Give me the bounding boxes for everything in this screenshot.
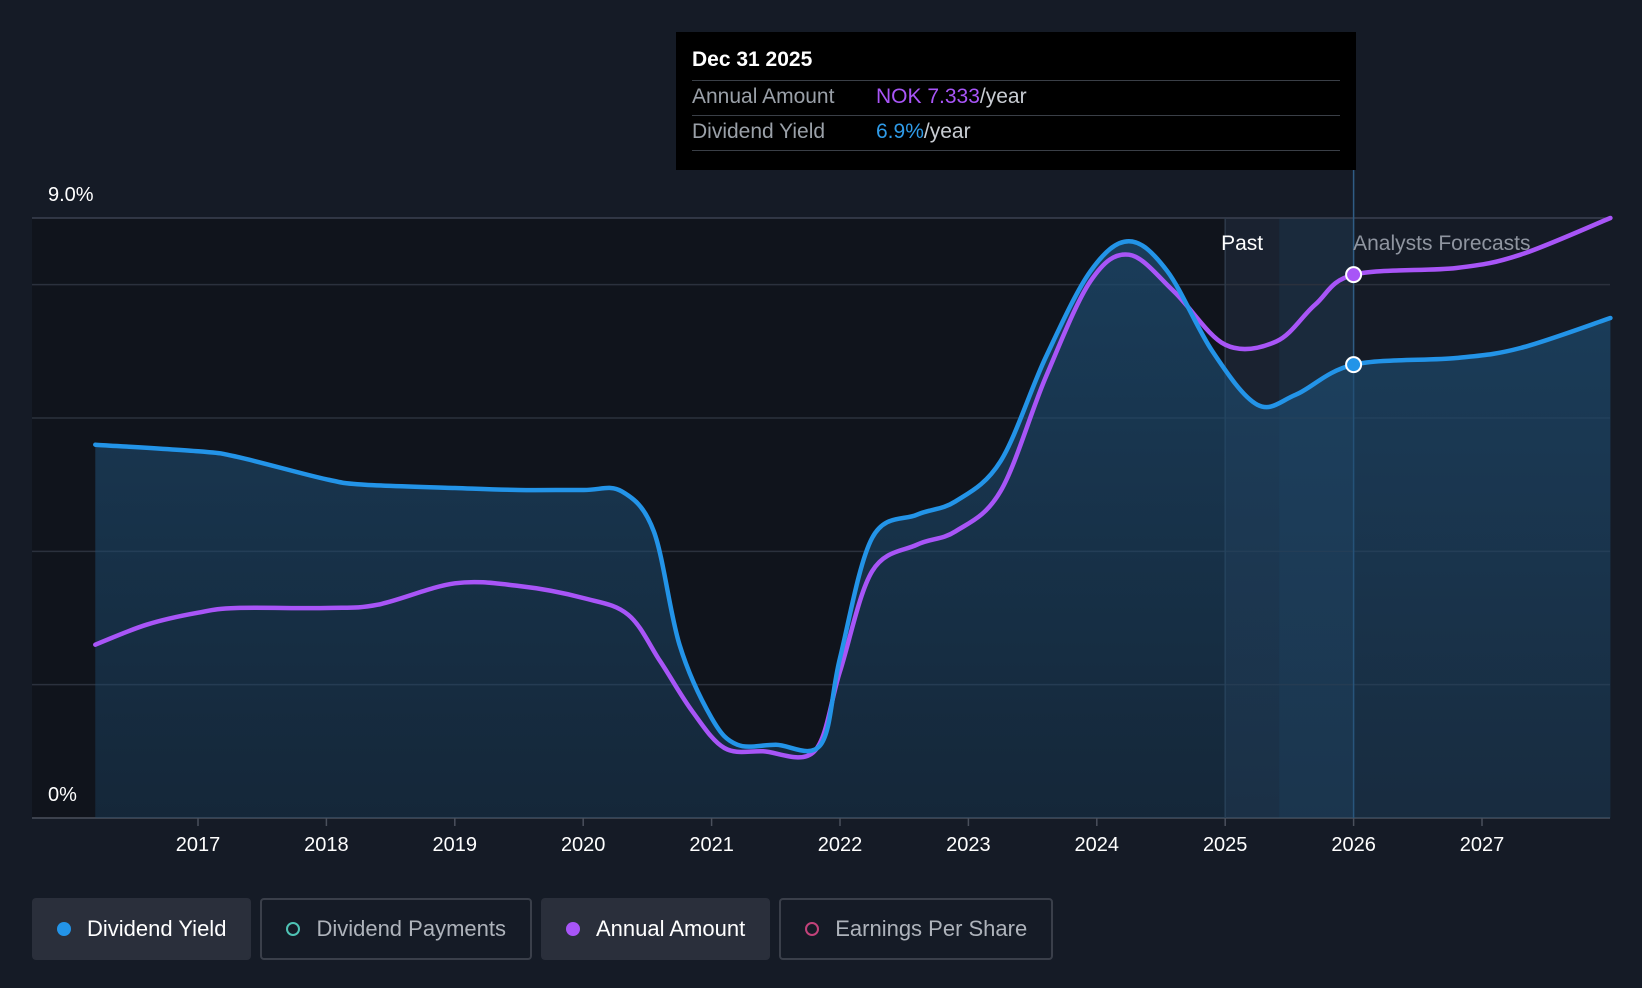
tooltip-date: Dec 31 2025 bbox=[692, 48, 813, 71]
x-tick-label: 2023 bbox=[946, 834, 991, 856]
legend-dividend-payments[interactable]: Dividend Payments bbox=[260, 898, 532, 960]
dividend-payments-ring-icon bbox=[286, 922, 301, 936]
x-tick-label: 2017 bbox=[176, 834, 221, 856]
legend-label: Dividend Yield bbox=[87, 916, 227, 941]
legend-earnings-per-share[interactable]: Earnings Per Share bbox=[779, 898, 1054, 960]
x-tick-label: 2020 bbox=[561, 834, 606, 856]
x-tick-label: 2019 bbox=[433, 834, 478, 856]
chart-legend: Dividend Yield Dividend Payments Annual … bbox=[32, 898, 1054, 960]
tooltip-unit: /year bbox=[923, 120, 971, 143]
annual-amount-line bbox=[93, 215, 1613, 760]
tooltip-label: Dividend Yield bbox=[692, 120, 826, 143]
x-tick-label: 2025 bbox=[1203, 834, 1248, 856]
tooltip-label: Annual Amount bbox=[692, 85, 835, 108]
dividend-yield-marker bbox=[1345, 356, 1363, 374]
legend-label: Earnings Per Share bbox=[835, 916, 1028, 941]
legend-dividend-yield[interactable]: Dividend Yield bbox=[32, 898, 252, 960]
annual-amount-dot-icon bbox=[565, 922, 580, 936]
x-tick-label: 2018 bbox=[304, 834, 349, 856]
tooltip-unit: /year bbox=[979, 85, 1027, 108]
legend-annual-amount[interactable]: Annual Amount bbox=[540, 898, 771, 960]
y-tick-label: 9.0% bbox=[48, 184, 94, 206]
x-tick-label: 2026 bbox=[1331, 834, 1376, 856]
tooltip-value: 6.9% bbox=[876, 120, 924, 143]
chart-tooltip: Dec 31 2025 Annual Amount NOK 7.333 /yea… bbox=[676, 32, 1356, 170]
y-tick-label: 0% bbox=[48, 784, 77, 806]
annual-amount-marker bbox=[1345, 266, 1363, 284]
dividend-yield-area bbox=[95, 241, 1611, 819]
earnings-per-share-ring-icon bbox=[805, 922, 820, 936]
past-region-label: Past bbox=[1221, 232, 1263, 255]
x-tick-label: 2027 bbox=[1460, 834, 1505, 856]
dividend-yield-dot-icon bbox=[57, 922, 71, 936]
legend-label: Dividend Payments bbox=[316, 916, 506, 941]
tooltip-row-dividend-yield: Dividend Yield 6.9% /year bbox=[692, 115, 1340, 151]
forecast-region-label: Analysts Forecasts bbox=[1353, 232, 1530, 255]
x-tick-label: 2021 bbox=[689, 834, 734, 856]
dividend-yield-line bbox=[93, 239, 1613, 754]
x-tick-label: 2024 bbox=[1075, 834, 1120, 856]
x-tick-label: 2022 bbox=[818, 834, 863, 856]
tooltip-value: NOK 7.333 bbox=[876, 85, 980, 108]
tooltip-row-annual-amount: Annual Amount NOK 7.333 /year bbox=[692, 80, 1340, 115]
legend-label: Annual Amount bbox=[595, 916, 746, 941]
